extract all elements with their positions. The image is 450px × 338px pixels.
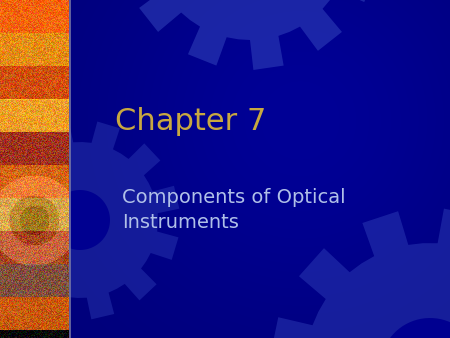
Text: Components of Optical
Instruments: Components of Optical Instruments (122, 188, 346, 232)
Bar (69, 0, 71, 338)
Polygon shape (50, 190, 110, 250)
Polygon shape (270, 209, 450, 338)
Polygon shape (120, 0, 380, 70)
Polygon shape (0, 121, 180, 319)
Text: Chapter 7: Chapter 7 (115, 107, 266, 136)
Polygon shape (380, 318, 450, 338)
